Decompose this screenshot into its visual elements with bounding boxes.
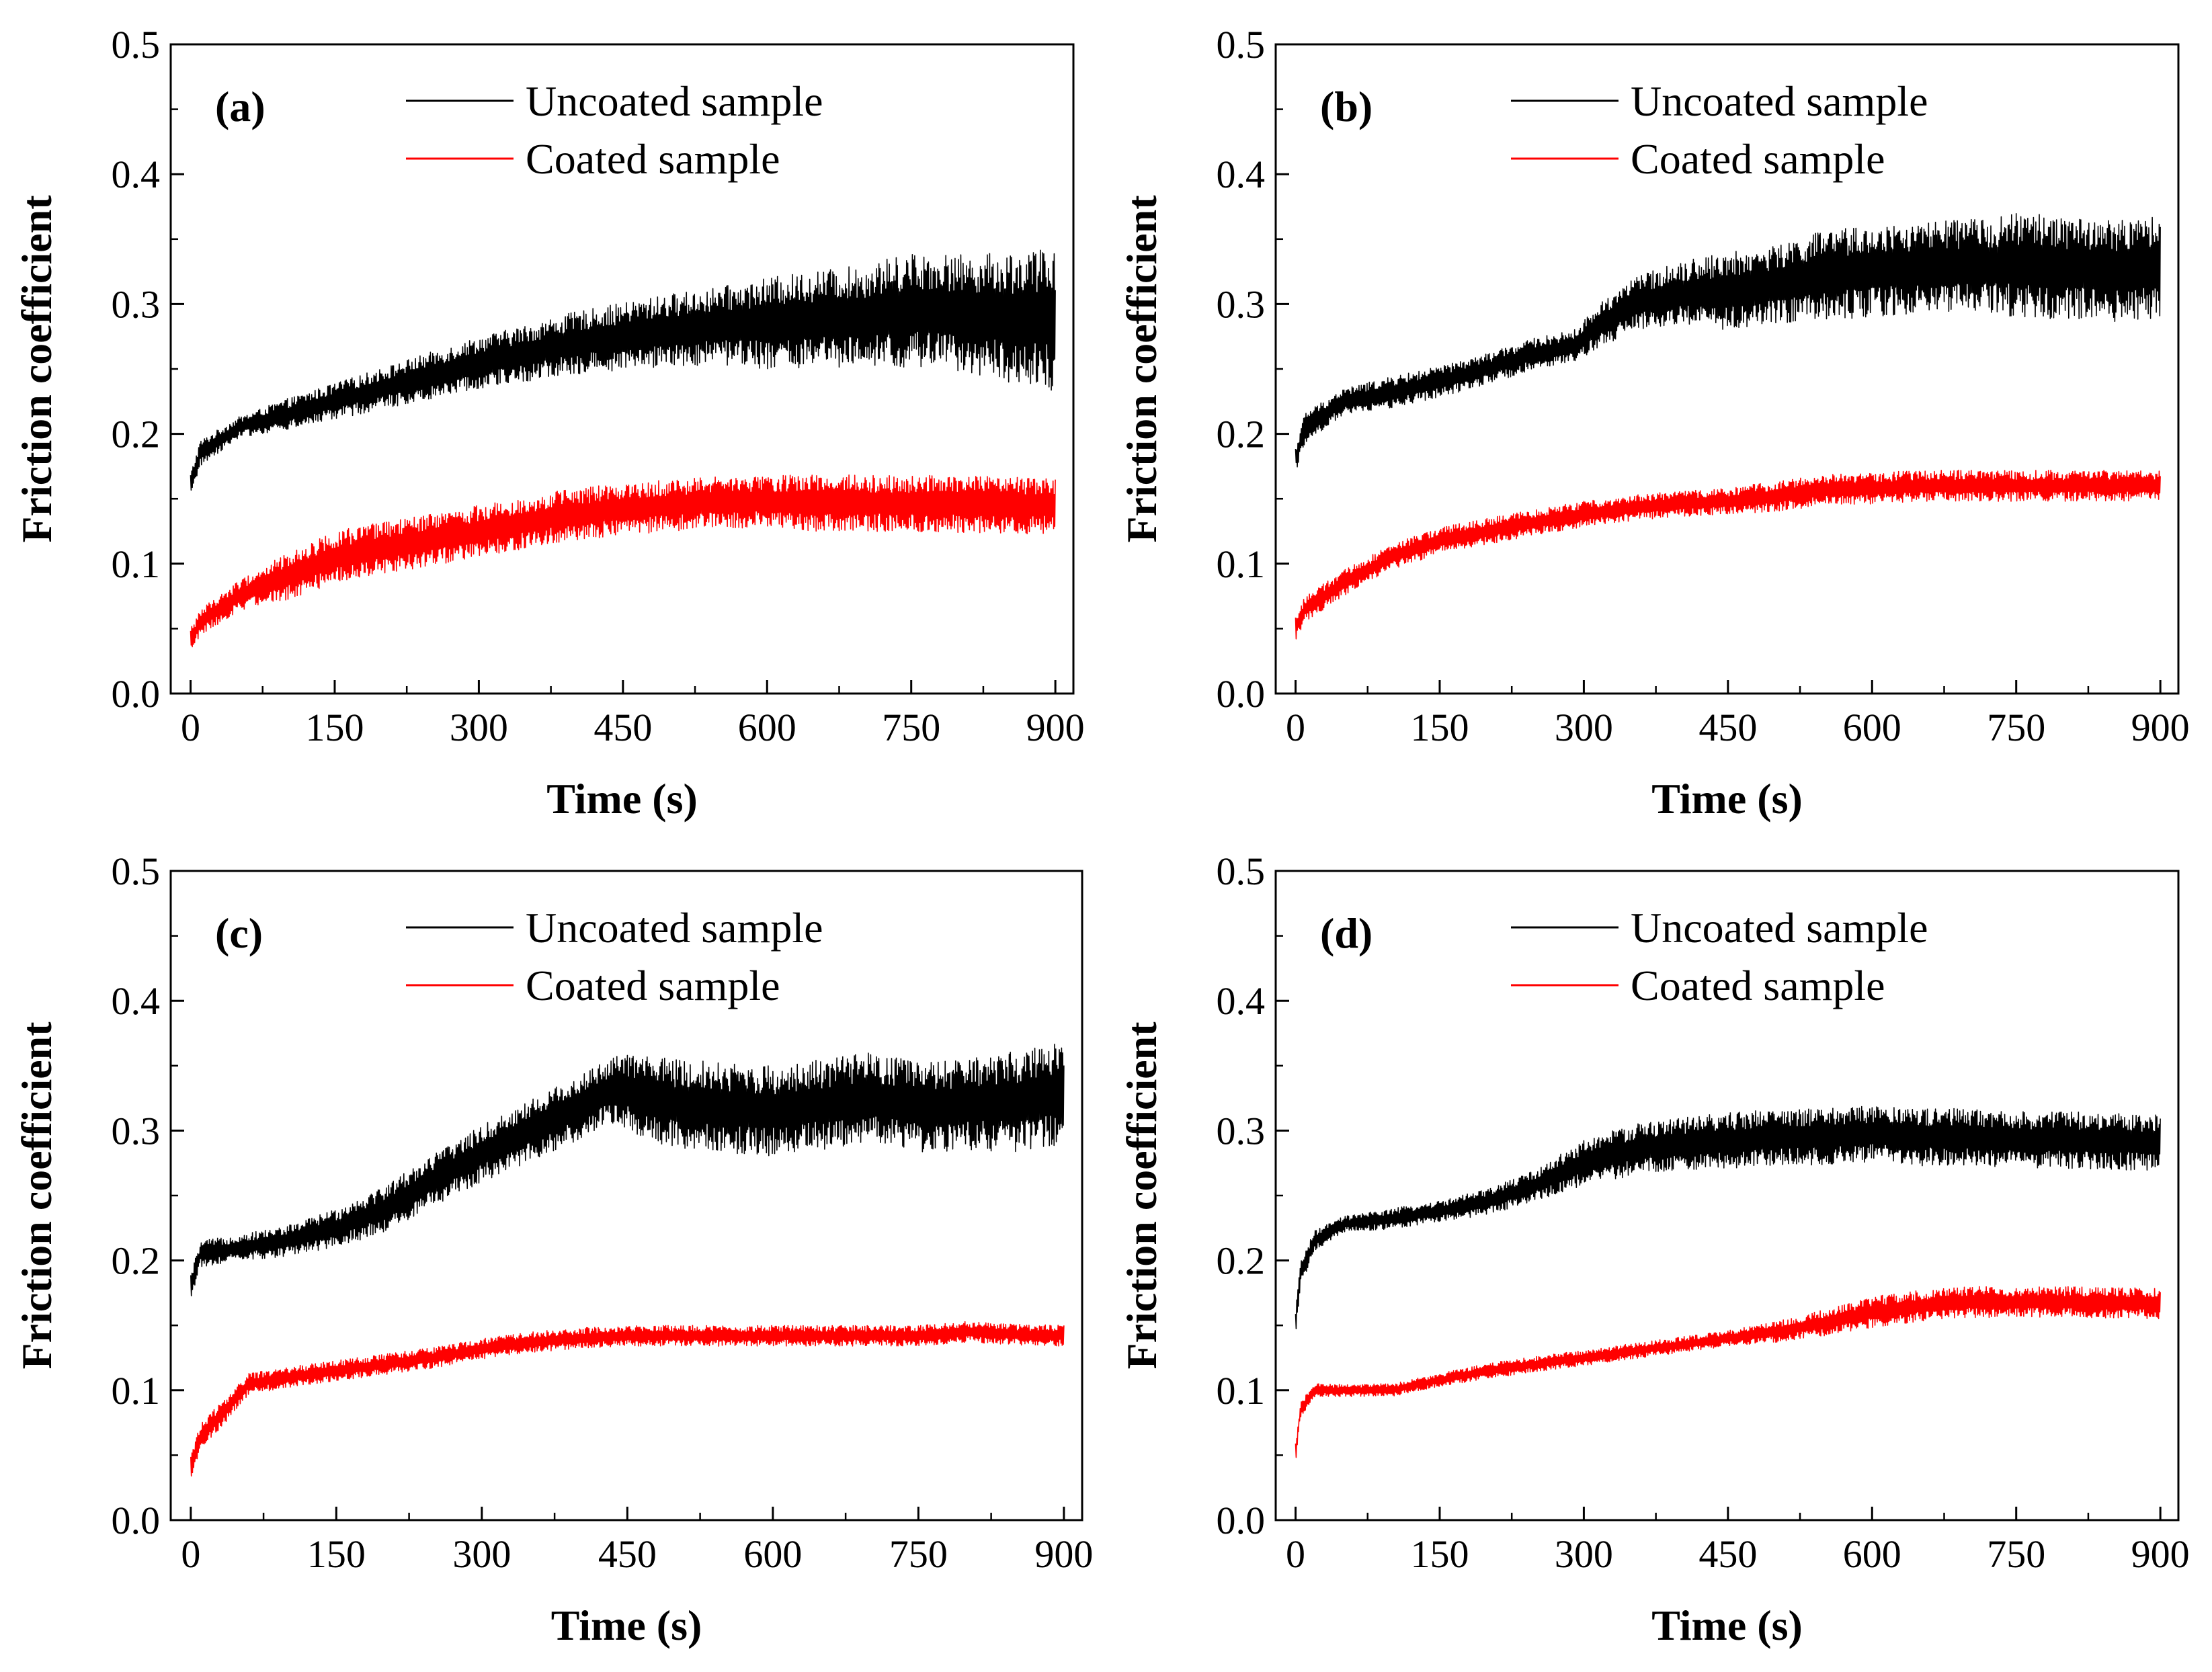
- series-coated-line: [1295, 469, 2161, 640]
- panel-label: (d): [1320, 909, 1373, 957]
- y-tick-label: 0.5: [112, 23, 161, 67]
- y-tick-label: 0.5: [1217, 23, 1266, 67]
- x-tick-label: 0: [181, 706, 200, 749]
- chart-panel-1: 0.0 0.1 0.2 0.3 0.4 0.5 0 150 300 450 600 750 900 Tim…: [13, 23, 1085, 823]
- legend-label-coated: Coated sample: [526, 135, 780, 183]
- x-tick-label: 600: [743, 1532, 802, 1576]
- y-tick-label: 0.3: [112, 282, 161, 326]
- legend-label-uncoated: Uncoated sample: [1631, 904, 1928, 952]
- y-axis-title: Friction coefficient: [13, 1021, 60, 1370]
- x-axis-title: Time (s): [1651, 775, 1803, 823]
- series-uncoated-line: [1295, 1105, 2161, 1329]
- panel-label: (c): [215, 909, 263, 957]
- x-axis-title: Time (s): [546, 775, 698, 823]
- y-axis-title: Friction coefficient: [13, 195, 60, 543]
- y-tick-label: 0.4: [1217, 979, 1266, 1023]
- x-tick-label: 750: [1987, 706, 2045, 749]
- series-coated-line: [1295, 1286, 2161, 1458]
- x-tick-label: 300: [450, 706, 508, 749]
- y-tick-label: 0.2: [112, 1239, 161, 1283]
- x-tick-label: 750: [882, 706, 940, 749]
- series-coated-line: [190, 474, 1056, 648]
- x-axis-title: Time (s): [551, 1601, 702, 1649]
- y-tick-label: 0.0: [1217, 672, 1266, 716]
- x-tick-label: 600: [1843, 1532, 1901, 1576]
- x-tick-label: 750: [1987, 1532, 2045, 1576]
- x-tick-label: 450: [593, 706, 652, 749]
- y-tick-label: 0.0: [112, 1499, 161, 1542]
- x-tick-label: 450: [598, 1532, 657, 1576]
- y-tick-label: 0.2: [1217, 1239, 1266, 1283]
- y-tick-label: 0.0: [112, 672, 161, 716]
- chart-panel-2: 0.0 0.1 0.2 0.3 0.4 0.5 0 150 300 450 600 750 900 Tim…: [1118, 23, 2190, 823]
- panel-label: (b): [1320, 83, 1373, 130]
- y-tick-label: 0.2: [1217, 413, 1266, 456]
- y-tick-label: 0.5: [1217, 849, 1266, 893]
- x-tick-label: 150: [1410, 706, 1469, 749]
- x-tick-label: 300: [1555, 706, 1613, 749]
- y-tick-label: 0.1: [1217, 1369, 1266, 1413]
- y-tick-label: 0.5: [112, 849, 161, 893]
- x-tick-label: 450: [1698, 706, 1757, 749]
- x-tick-label: 0: [181, 1532, 200, 1576]
- series-uncoated-line: [1295, 213, 2161, 468]
- x-tick-label: 900: [2131, 1532, 2190, 1576]
- legend-label-coated: Coated sample: [1631, 135, 1885, 183]
- x-tick-label: 300: [1555, 1532, 1613, 1576]
- x-tick-label: 150: [307, 1532, 366, 1576]
- x-tick-label: 750: [889, 1532, 948, 1576]
- y-tick-label: 0.1: [112, 1369, 161, 1413]
- y-tick-label: 0.3: [112, 1109, 161, 1153]
- x-tick-label: 600: [1843, 706, 1901, 749]
- x-tick-label: 300: [452, 1532, 511, 1576]
- chart-panel-4: 0.0 0.1 0.2 0.3 0.4 0.5 0 150 300 450 600 750 900 Tim…: [1118, 849, 2190, 1649]
- x-axis-title: Time (s): [1651, 1601, 1803, 1649]
- y-tick-label: 0.3: [1217, 1109, 1266, 1153]
- y-tick-label: 0.4: [112, 979, 161, 1023]
- y-axis-title: Friction coefficient: [1118, 195, 1165, 543]
- panel-label: (a): [215, 83, 265, 130]
- y-tick-label: 0.1: [112, 542, 161, 586]
- x-tick-label: 900: [2131, 706, 2190, 749]
- x-tick-label: 900: [1026, 706, 1085, 749]
- y-tick-label: 0.3: [1217, 282, 1266, 326]
- x-tick-label: 150: [1410, 1532, 1469, 1576]
- series-uncoated-line: [190, 1044, 1065, 1296]
- x-tick-label: 600: [738, 706, 796, 749]
- y-tick-label: 0.1: [1217, 542, 1266, 586]
- legend-label-coated: Coated sample: [526, 962, 780, 1009]
- legend-label-uncoated: Uncoated sample: [526, 904, 823, 952]
- y-tick-label: 0.4: [1217, 153, 1266, 196]
- series-coated-line: [190, 1321, 1065, 1477]
- x-tick-label: 150: [305, 706, 364, 749]
- legend-label-uncoated: Uncoated sample: [1631, 77, 1928, 125]
- y-tick-label: 0.2: [112, 413, 161, 456]
- x-tick-label: 0: [1286, 1532, 1305, 1576]
- y-axis-title: Friction coefficient: [1118, 1021, 1165, 1370]
- chart-panel-3: 0.0 0.1 0.2 0.3 0.4 0.5 0 150 300 450 600 750 900 Tim…: [13, 849, 1093, 1649]
- series-uncoated-line: [190, 249, 1056, 491]
- legend-label-coated: Coated sample: [1631, 962, 1885, 1009]
- x-tick-label: 900: [1034, 1532, 1093, 1576]
- x-tick-label: 0: [1286, 706, 1305, 749]
- y-tick-label: 0.0: [1217, 1499, 1266, 1542]
- y-tick-label: 0.4: [112, 153, 161, 196]
- x-tick-label: 450: [1698, 1532, 1757, 1576]
- legend-label-uncoated: Uncoated sample: [526, 77, 823, 125]
